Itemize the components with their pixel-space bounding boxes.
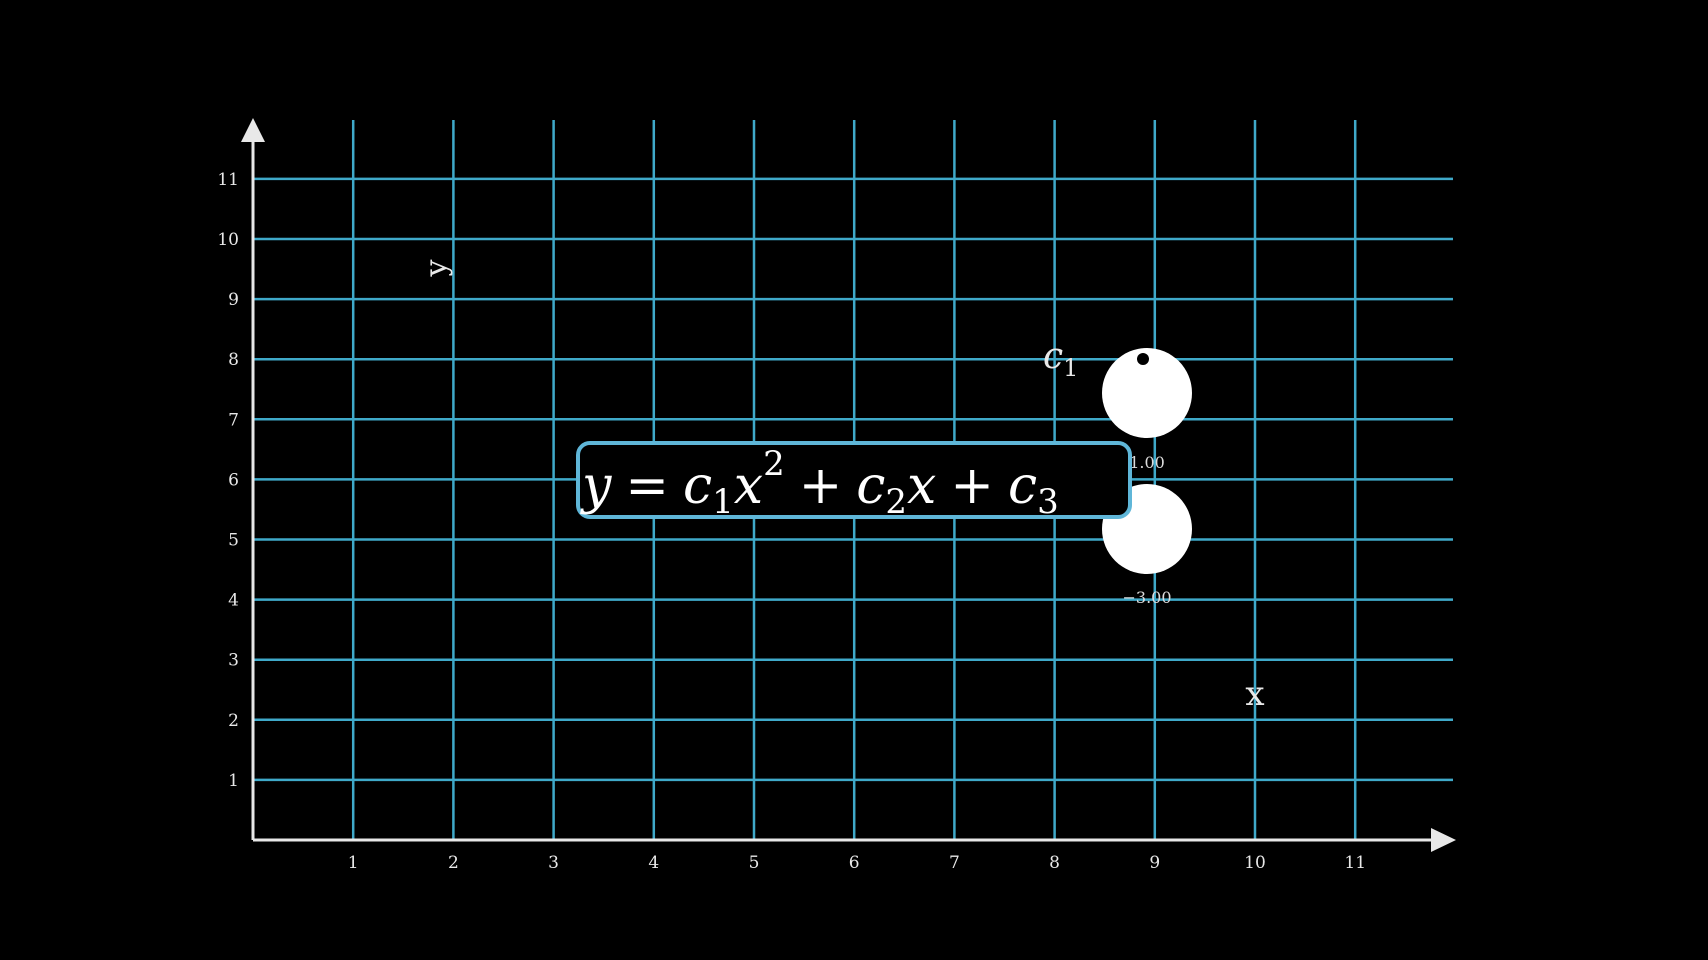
y-tick-label: 3 bbox=[228, 651, 239, 671]
x-tick-label: 8 bbox=[1049, 853, 1060, 873]
x-tick-label: 11 bbox=[1344, 853, 1366, 873]
y-tick-label: 11 bbox=[217, 170, 239, 190]
y-axis-arrow bbox=[241, 118, 265, 142]
y-tick-label: 7 bbox=[228, 410, 239, 430]
y-tick-label: 5 bbox=[228, 531, 239, 551]
control-label: c1 bbox=[1043, 336, 1078, 382]
y-tick-label: 6 bbox=[228, 470, 239, 490]
axes bbox=[241, 118, 1456, 852]
equation-box bbox=[576, 441, 1132, 519]
y-tick-label: 2 bbox=[228, 711, 239, 731]
equation-text: y = c1x2 + c2x + c3 bbox=[580, 444, 1059, 522]
control-bottom-value: −3.00 bbox=[1122, 588, 1171, 607]
knob-indicator-dot bbox=[1137, 353, 1149, 365]
x-tick-label: 10 bbox=[1244, 853, 1266, 873]
y-tick-label: 10 bbox=[217, 230, 239, 250]
x-tick-label: 1 bbox=[348, 853, 359, 873]
x-tick-label: 6 bbox=[849, 853, 860, 873]
control-knob-top[interactable] bbox=[1102, 348, 1192, 438]
x-tick-label: 3 bbox=[548, 853, 559, 873]
x-tick-label: 5 bbox=[749, 853, 760, 873]
grid bbox=[253, 120, 1453, 840]
y-tick-label: 8 bbox=[228, 350, 239, 370]
y-tick-label: 1 bbox=[228, 771, 239, 791]
x-axis-arrow bbox=[1431, 828, 1456, 852]
y-tick-label: 4 bbox=[228, 591, 239, 611]
x-tick-label: 2 bbox=[448, 853, 459, 873]
x-tick-label: 7 bbox=[949, 853, 960, 873]
y-axis-label: y bbox=[419, 259, 454, 277]
y-tick-label: 9 bbox=[228, 290, 239, 310]
control-top-value: 1.00 bbox=[1129, 453, 1165, 472]
x-tick-label: 9 bbox=[1149, 853, 1160, 873]
x-axis-label: x bbox=[1245, 674, 1264, 714]
x-tick-label: 4 bbox=[648, 853, 659, 873]
